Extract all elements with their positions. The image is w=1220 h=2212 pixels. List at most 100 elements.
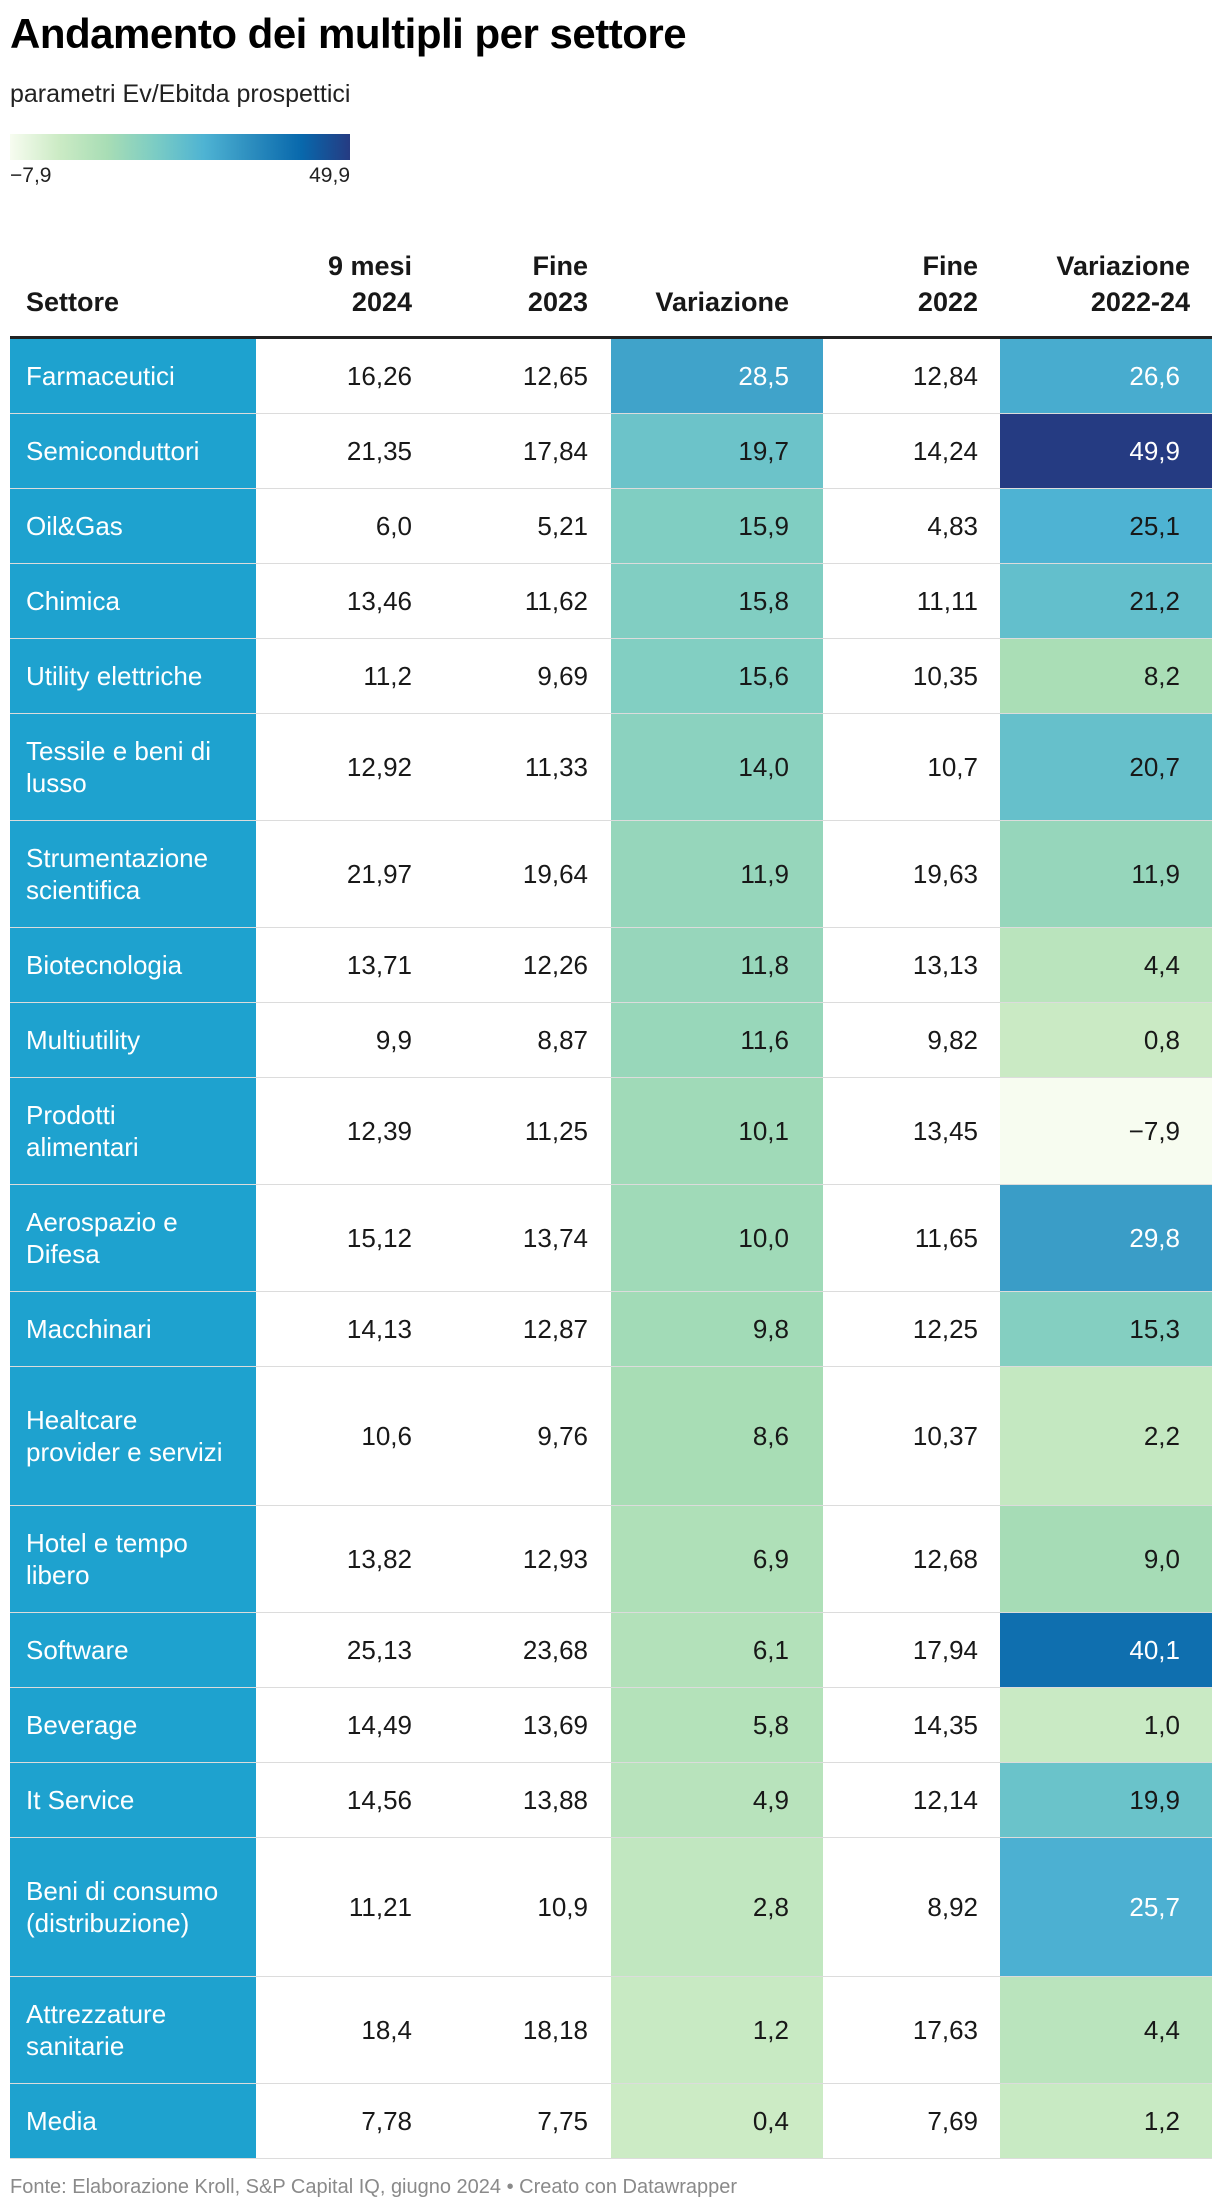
cell-fine-2023: 9,76 (412, 1367, 588, 1505)
sector-cell: Chimica (10, 564, 256, 638)
cell-9-mesi-2024-text: 14,56 (346, 1785, 412, 1815)
cell-variazione-text: 5,8 (752, 1710, 789, 1740)
sector-cell: Multiutility (10, 1003, 256, 1077)
chart-title: Andamento dei multipli per settore (10, 10, 687, 57)
sector-cell: Software (10, 1613, 256, 1687)
sector-cell: Healtcare provider e servizi (10, 1367, 256, 1505)
cell-fine-2023-text: 7,75 (537, 2106, 588, 2136)
cell-fine-2022-text: 19,63 (912, 859, 978, 889)
table-row: Chimica 13,46 11,62 15,8 11,11 21,2 (10, 564, 1212, 639)
cell-variazione-text: 6,9 (752, 1544, 789, 1574)
cell-variazione-text: 2,8 (752, 1892, 789, 1922)
cell-variazione-text: 4,9 (752, 1785, 789, 1815)
cell-9-mesi-2024-text: 21,35 (346, 436, 412, 466)
cell-fine-2023-text: 12,65 (522, 361, 588, 391)
cell-9-mesi-2024-text: 12,92 (346, 752, 412, 782)
cell-fine-2022-text: 17,94 (912, 1635, 978, 1665)
cell-variazione-2022-24-text: 25,1 (1129, 511, 1180, 541)
cell-variazione-2022-24-text: 1,0 (1143, 1710, 1180, 1740)
sector-cell-text: Media (26, 2106, 97, 2136)
table-row: Software 25,13 23,68 6,1 17,94 40,1 (10, 1613, 1212, 1688)
table-row: Beni di consumo (distribuzione) 11,21 10,9… (10, 1838, 1212, 1977)
cell-fine-2022-text: 13,13 (912, 950, 978, 980)
cell-variazione-2022-24: 40,1 (1000, 1613, 1212, 1687)
cell-variazione-2022-24: 8,2 (1000, 639, 1212, 713)
header-sector[interactable]: Settore (26, 287, 120, 317)
table-row: Beverage 14,49 13,69 5,8 14,35 1,0 (10, 1688, 1212, 1763)
cell-9-mesi-2024-text: 15,12 (346, 1223, 412, 1253)
cell-fine-2022: 19,63 (823, 821, 978, 927)
color-scale-legend (10, 134, 350, 160)
cell-variazione: 4,9 (611, 1763, 823, 1837)
sector-cell-text: Beverage (26, 1710, 138, 1740)
header-9-mesi-2024[interactable]: 9 mesi 2024 (327, 251, 412, 317)
sector-cell: Macchinari (10, 1292, 256, 1366)
cell-9-mesi-2024: 14,13 (256, 1292, 412, 1366)
cell-variazione-2022-24: 1,0 (1000, 1688, 1212, 1762)
table-row: Media 7,78 7,75 0,4 7,69 1,2 (10, 2084, 1212, 2159)
cell-9-mesi-2024-text: 7,78 (361, 2106, 412, 2136)
cell-fine-2022: 9,82 (823, 1003, 978, 1077)
cell-fine-2023-text: 12,93 (522, 1544, 588, 1574)
cell-fine-2022: 17,63 (823, 1977, 978, 2083)
cell-9-mesi-2024-text: 11,21 (348, 1892, 412, 1922)
cell-variazione-2022-24-text: 25,7 (1129, 1892, 1180, 1922)
cell-fine-2022: 17,94 (823, 1613, 978, 1687)
cell-variazione-text: 15,8 (738, 586, 789, 616)
cell-fine-2022-text: 14,24 (912, 436, 978, 466)
cell-variazione-2022-24-text: 2,2 (1143, 1421, 1180, 1451)
cell-fine-2022: 7,69 (823, 2084, 978, 2158)
sector-cell-text: Beni di consumo (distribuzione) (26, 1876, 219, 1938)
cell-9-mesi-2024: 15,12 (256, 1185, 412, 1291)
cell-9-mesi-2024: 14,49 (256, 1688, 412, 1762)
cell-9-mesi-2024-text: 13,46 (346, 586, 412, 616)
cell-variazione: 11,8 (611, 928, 823, 1002)
cell-9-mesi-2024-text: 13,82 (346, 1544, 412, 1574)
header-fine-2022[interactable]: Fine 2022 (917, 251, 978, 317)
cell-fine-2023: 11,33 (412, 714, 588, 820)
table-row: Semiconduttori 21,35 17,84 19,7 14,24 49,9 (10, 414, 1212, 489)
cell-fine-2023: 13,74 (412, 1185, 588, 1291)
cell-fine-2022: 14,35 (823, 1688, 978, 1762)
cell-9-mesi-2024-text: 14,49 (346, 1710, 412, 1740)
cell-variazione-2022-24-text: 0,8 (1143, 1025, 1180, 1055)
cell-variazione-text: 8,6 (752, 1421, 789, 1451)
cell-fine-2023: 11,62 (412, 564, 588, 638)
sector-cell: Oil&Gas (10, 489, 256, 563)
cell-variazione-2022-24: 26,6 (1000, 339, 1212, 413)
cell-variazione: 11,6 (611, 1003, 823, 1077)
sector-cell: Semiconduttori (10, 414, 256, 488)
table-row: Aerospazio e Difesa 15,12 13,74 10,0 11,65 29… (10, 1185, 1212, 1292)
cell-variazione: 19,7 (611, 414, 823, 488)
cell-9-mesi-2024: 12,39 (256, 1078, 412, 1184)
cell-9-mesi-2024: 12,92 (256, 714, 412, 820)
cell-9-mesi-2024-text: 9,9 (375, 1025, 412, 1055)
sector-cell-text: Macchinari (26, 1314, 152, 1344)
cell-fine-2023: 8,87 (412, 1003, 588, 1077)
cell-9-mesi-2024: 7,78 (256, 2084, 412, 2158)
cell-fine-2023: 9,69 (412, 639, 588, 713)
sector-cell-text: Oil&Gas (26, 511, 123, 541)
table-row: Tessile e beni di lusso 12,92 11,33 14,0 10,… (10, 714, 1212, 821)
cell-fine-2023-text: 11,62 (524, 586, 588, 616)
sector-cell: Utility elettriche (10, 639, 256, 713)
header-variazione[interactable]: Variazione (655, 287, 789, 317)
cell-fine-2022: 10,37 (823, 1367, 978, 1505)
cell-fine-2023: 7,75 (412, 2084, 588, 2158)
cell-9-mesi-2024: 14,56 (256, 1763, 412, 1837)
cell-fine-2023-text: 18,18 (522, 2015, 588, 2045)
header-variazione-2022-24[interactable]: Variazione 2022-24 (1056, 251, 1190, 317)
cell-fine-2023-text: 13,74 (522, 1223, 588, 1253)
header-fine-2023[interactable]: Fine 2023 (527, 251, 588, 317)
cell-variazione-2022-24: 9,0 (1000, 1506, 1212, 1612)
cell-variazione-2022-24: 21,2 (1000, 564, 1212, 638)
sector-cell: Attrezzature sanitarie (10, 1977, 256, 2083)
sector-cell-text: Tessile e beni di lusso (26, 736, 211, 798)
cell-fine-2022: 14,24 (823, 414, 978, 488)
cell-variazione-text: 11,6 (740, 1025, 789, 1055)
cell-fine-2023-text: 13,88 (522, 1785, 588, 1815)
cell-9-mesi-2024: 6,0 (256, 489, 412, 563)
cell-fine-2023-text: 12,26 (522, 950, 588, 980)
cell-fine-2023: 12,93 (412, 1506, 588, 1612)
cell-fine-2023-text: 9,69 (537, 661, 588, 691)
